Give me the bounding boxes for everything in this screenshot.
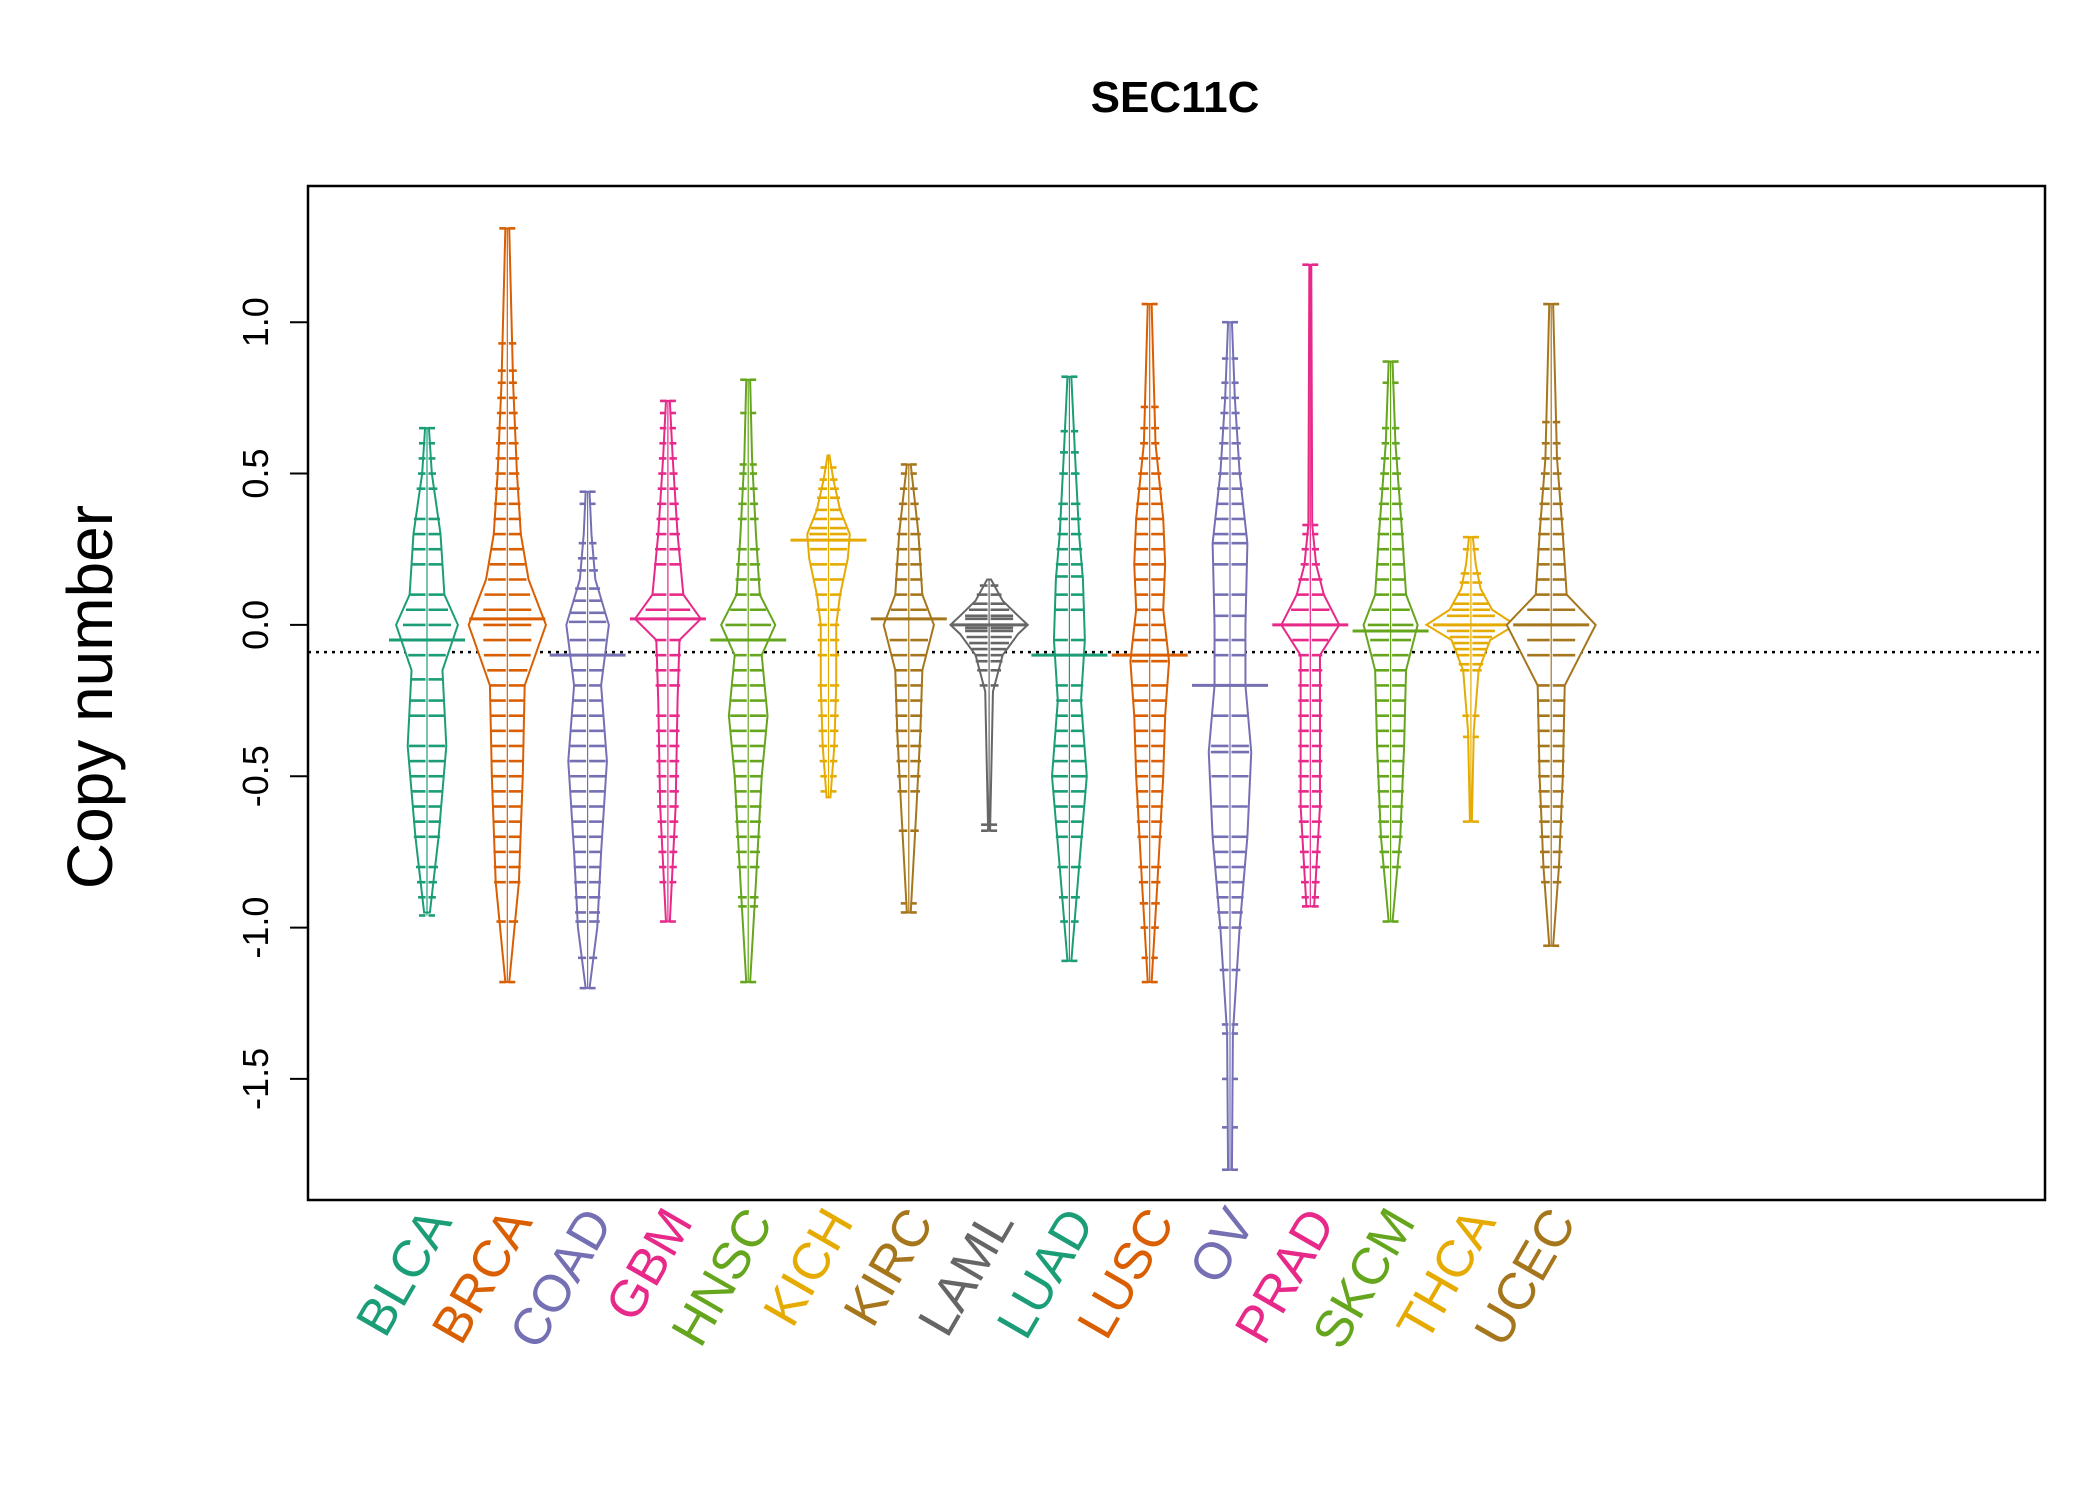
bean-blca: [389, 426, 465, 917]
x-axis: BLCABRCACOADGBMHNSCKICHKIRCLAMLLUADLUSCO…: [345, 1199, 1587, 1358]
y-tick-label: -1.5: [235, 1048, 276, 1110]
y-tick-label: -1.0: [235, 897, 276, 959]
bean-kich: [790, 454, 867, 799]
bean-hnsc: [710, 378, 787, 984]
y-axis: -1.5 -1.0 -0.5 0.0 0.5 1.0: [235, 297, 309, 1110]
bean-laml: [948, 578, 1030, 833]
bean-lusc: [1111, 302, 1188, 984]
bean-coad: [549, 490, 626, 990]
bean-thca: [1424, 535, 1518, 823]
bean-kirc: [870, 463, 947, 914]
chart-title: SEC11C: [1091, 73, 1260, 122]
bean-luad: [1031, 375, 1108, 963]
bean-brca: [467, 227, 548, 984]
bean-ov: [1192, 320, 1268, 1172]
y-tick-label: 1.0: [235, 297, 276, 347]
bean-gbm: [629, 399, 706, 923]
y-tick-label: 0.5: [235, 449, 276, 499]
y-tick-label: 0.0: [235, 600, 276, 650]
plot-frame: [306, 184, 2047, 1202]
bean-skcm: [1352, 360, 1429, 923]
y-axis-label: Copy number: [54, 505, 126, 889]
bean-ucec: [1505, 302, 1597, 948]
bean-prad: [1272, 263, 1349, 908]
plot-area: [308, 227, 2045, 1172]
y-tick-label: -0.5: [235, 745, 276, 807]
